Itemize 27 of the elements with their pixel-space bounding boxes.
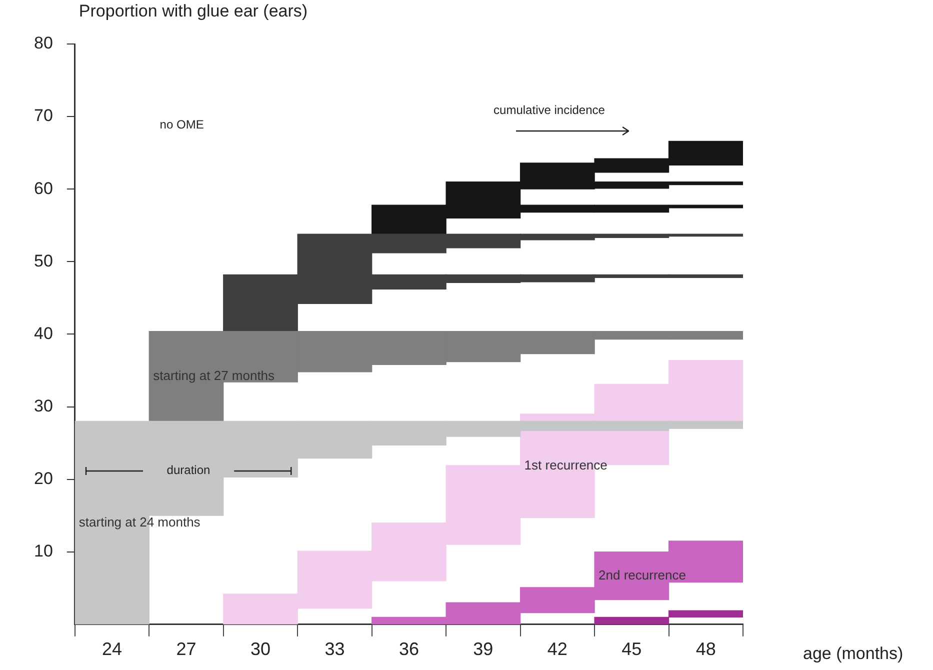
y-tick-label: 70: [34, 106, 53, 126]
y-tick-label: 80: [34, 34, 53, 53]
series-label: starting at 27 months: [153, 368, 276, 383]
x-tick-label: 33: [324, 639, 345, 660]
x-tick-label: 30: [250, 639, 271, 660]
series-label: starting at 24 months: [78, 514, 201, 530]
x-tick-label: 39: [473, 639, 494, 660]
x-axis-title: age (months): [803, 644, 904, 664]
series-label: 1st recurrence: [524, 457, 608, 472]
x-tick-label: 42: [547, 639, 568, 660]
x-tick-label: 24: [102, 639, 122, 660]
series-label: 2nd recurrence: [598, 567, 686, 582]
y-tick-label: 30: [34, 396, 53, 416]
y-tick-label: 40: [34, 324, 53, 343]
annotation: duration: [166, 462, 210, 477]
y-axis-title: Proportion with glue ear (ears): [78, 2, 308, 21]
y-tick-label: 50: [34, 251, 53, 270]
x-tick-label: 36: [398, 639, 419, 660]
x-tick-label: 48: [696, 639, 716, 660]
y-tick-label: 20: [34, 468, 53, 488]
x-tick-label: 27: [176, 639, 196, 660]
y-tick-label: 60: [34, 178, 53, 198]
bar: [668, 140, 743, 159]
y-tick-label: 10: [34, 542, 53, 561]
annotation: no OME: [160, 118, 204, 132]
x-tick-label: 45: [622, 639, 642, 660]
annotation: cumulative incidence: [494, 103, 606, 118]
